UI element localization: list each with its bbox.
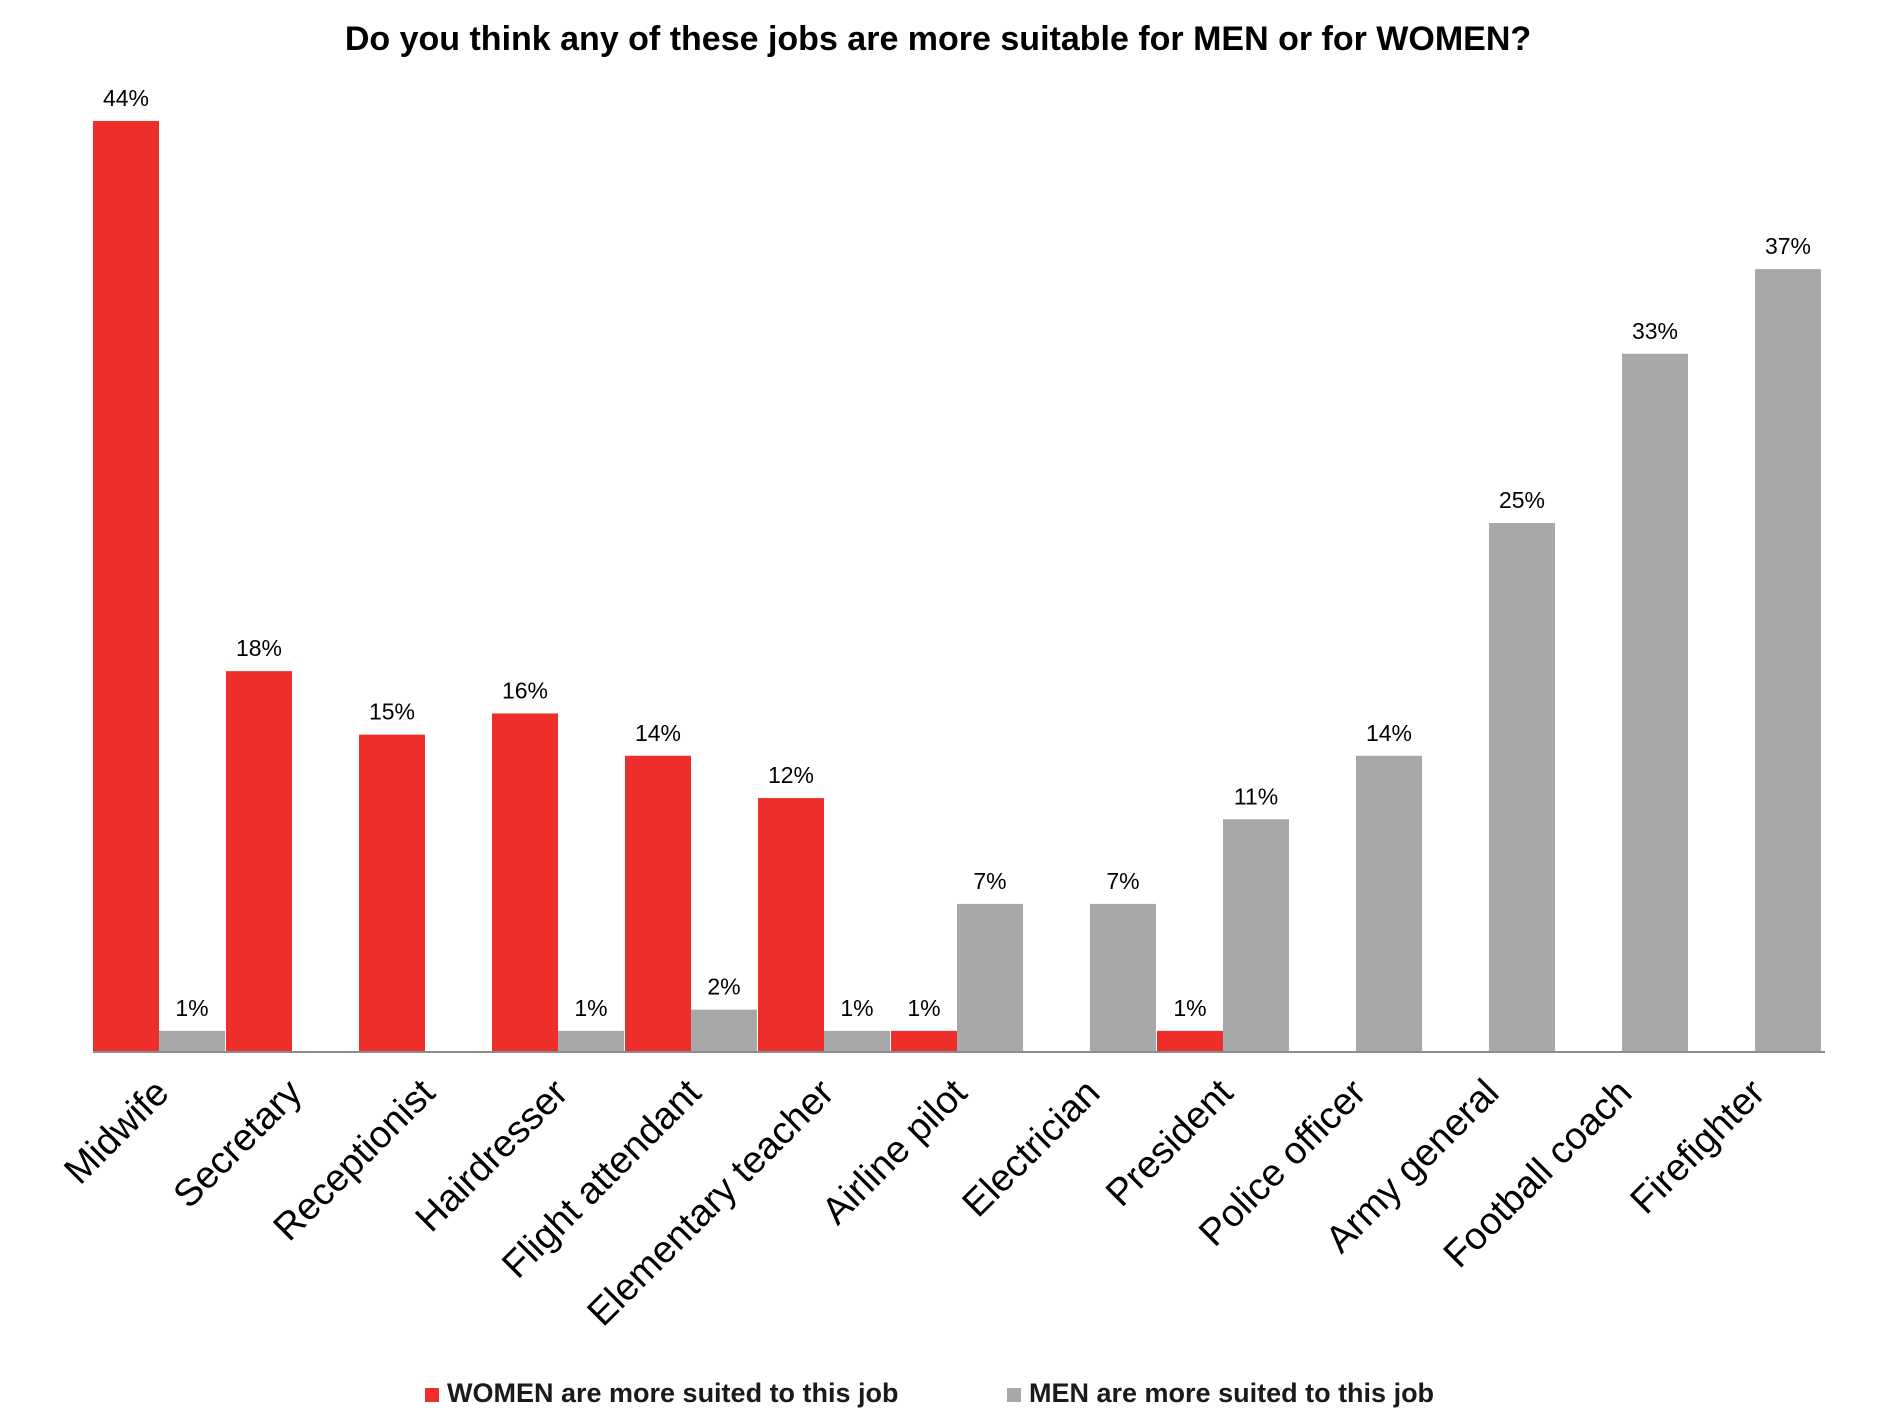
x-tick-label: Secretary [166,1072,311,1217]
legend-swatch [425,1388,439,1402]
x-tick-label: Firefighter [1623,1071,1774,1222]
data-label-men: 33% [1632,318,1678,344]
data-label-men: 1% [175,995,208,1021]
legend-label: WOMEN are more suited to this job [447,1378,899,1408]
data-label-women: 44% [103,85,149,111]
data-label-women: 12% [768,762,814,788]
data-label-women: 1% [907,995,940,1021]
legend-swatch [1007,1388,1021,1402]
bar-women [93,121,159,1052]
bar-men [1223,819,1289,1052]
bar-men [558,1030,624,1052]
x-tick-label: Electrician [955,1072,1109,1226]
bar-men [1356,755,1422,1052]
data-label-women: 14% [635,720,681,746]
legend-item-women: WOMEN are more suited to this job [425,1378,899,1408]
data-label-men: 25% [1499,487,1545,513]
x-tick-labels: MidwifeSecretaryReceptionistHairdresserF… [57,1071,1774,1334]
bar-women [226,671,292,1052]
bar-men [159,1030,225,1052]
bar-women [625,755,691,1052]
chart-title: Do you think any of these jobs are more … [345,20,1531,58]
data-label-women: 15% [369,699,415,725]
bars-layer: 44% 1% 18% 15% 16% 1% 14% 2% 12% 1% 1% 7% 7% 1% 11% 14%… [93,85,1821,1052]
bar-men [957,903,1023,1052]
data-label-men: 14% [1366,720,1412,746]
bar-women [492,713,558,1052]
x-tick-label: President [1098,1071,1242,1215]
data-label-men: 7% [973,868,1006,894]
bar-men [691,1009,757,1052]
data-label-men: 1% [574,995,607,1021]
data-label-women: 18% [236,635,282,661]
data-label-men: 1% [840,995,873,1021]
legend-item-men: MEN are more suited to this job [1007,1378,1434,1408]
bar-men [1090,903,1156,1052]
data-label-women: 1% [1173,995,1206,1021]
bar-women [891,1030,957,1052]
legend: WOMEN are more suited to this job MEN are… [425,1378,1434,1408]
x-tick-label: Midwife [57,1072,178,1193]
bar-women [359,734,425,1052]
data-label-men: 37% [1765,233,1811,259]
data-label-men: 11% [1234,783,1278,809]
bar-men [1489,523,1555,1052]
legend-label: MEN are more suited to this job [1029,1378,1434,1408]
data-label-women: 16% [502,677,548,703]
bar-men [824,1030,890,1052]
bar-women [1157,1030,1223,1052]
bar-men [1755,269,1821,1052]
data-label-men: 7% [1106,868,1139,894]
bar-men [1622,353,1688,1052]
x-tick-label: Elementary teacher [580,1071,843,1334]
data-label-men: 2% [707,974,740,1000]
bar-women [758,798,824,1052]
x-tick-label: Airline pilot [814,1071,975,1232]
